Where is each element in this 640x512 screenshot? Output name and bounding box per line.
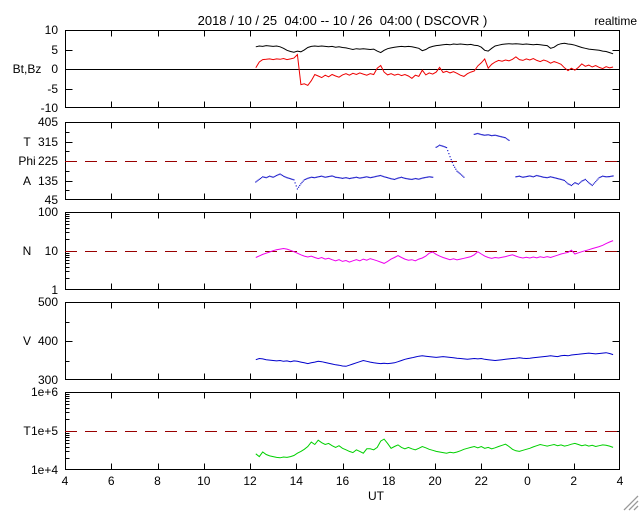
axis-quantity-label: T bbox=[23, 134, 31, 149]
x-axis-title: UT bbox=[368, 489, 384, 503]
y-tick-label: 135 bbox=[37, 173, 58, 188]
axis-quantity-label: T bbox=[23, 424, 31, 438]
x-tick-label: 10 bbox=[197, 474, 211, 488]
t-trace bbox=[255, 438, 614, 459]
x-tick-label: 0 bbox=[524, 474, 531, 488]
axis-quantity-label: A bbox=[22, 173, 31, 188]
panel-density bbox=[65, 212, 620, 290]
x-tick-label: 22 bbox=[474, 474, 488, 488]
x-tick-label: 14 bbox=[289, 474, 303, 488]
density-plot bbox=[65, 212, 620, 290]
realtime-mode-label: realtime bbox=[594, 14, 637, 28]
y-tick-label: 400 bbox=[37, 334, 58, 348]
y-tick-label: 10 bbox=[44, 244, 58, 258]
y-tick-label: 500 bbox=[37, 295, 58, 309]
axis-quantity-label: V bbox=[22, 334, 31, 348]
y-tick-label: 225 bbox=[37, 154, 58, 168]
phi-plot bbox=[65, 122, 620, 200]
y-tick-label: 1e+4 bbox=[30, 463, 58, 477]
panel-temperature bbox=[65, 392, 620, 470]
temperature-plot bbox=[65, 392, 620, 470]
bt-bz-plot bbox=[65, 30, 620, 108]
axes bbox=[65, 302, 620, 380]
x-tick-label: 16 bbox=[335, 474, 350, 488]
y-tick-label: 1 bbox=[51, 283, 58, 297]
x-tick-label: 4 bbox=[61, 474, 69, 488]
y-tick-label: 300 bbox=[37, 373, 58, 387]
y-tick-label: 5 bbox=[51, 42, 58, 57]
resize-grip-icon[interactable] bbox=[621, 493, 639, 511]
x-tick-label: 4 bbox=[616, 474, 624, 488]
y-tick-label: 315 bbox=[37, 134, 58, 149]
resize-grip-lines bbox=[623, 495, 639, 511]
speed-plot bbox=[65, 302, 620, 380]
v-trace bbox=[255, 352, 614, 367]
panel-bt-bz bbox=[65, 30, 620, 108]
y-tick-label: 1e+5 bbox=[30, 424, 58, 438]
phi-trace bbox=[255, 132, 614, 190]
axis-quantity-label: Phi bbox=[18, 154, 36, 168]
x-tick-label: 12 bbox=[243, 474, 257, 488]
x-tick-label: 6 bbox=[107, 474, 115, 488]
axis-quantity-label: Bt,Bz bbox=[12, 62, 42, 76]
y-tick-label: 1e+6 bbox=[30, 385, 58, 399]
y-tick-label: 45 bbox=[44, 193, 58, 207]
y-tick-label: -10 bbox=[40, 101, 58, 115]
plot-title: 2018 / 10 / 25 04:00 -- 10 / 26 04:00 ( … bbox=[197, 13, 488, 28]
axis-quantity-label: N bbox=[22, 244, 32, 258]
panel-speed bbox=[65, 302, 620, 380]
panel-phi bbox=[65, 122, 620, 200]
y-tick-label: 0 bbox=[51, 62, 58, 76]
x-tick-label: 20 bbox=[428, 474, 442, 488]
y-tick-label: 10 bbox=[44, 23, 58, 37]
x-tick-label: 8 bbox=[154, 474, 161, 488]
bt-trace bbox=[255, 42, 614, 55]
y-tick-label: -5 bbox=[47, 81, 58, 96]
y-tick-label: 405 bbox=[37, 115, 58, 129]
x-tick-label: 18 bbox=[382, 474, 396, 488]
y-tick-label: 100 bbox=[37, 205, 58, 219]
bz-trace bbox=[255, 53, 614, 87]
n-trace bbox=[255, 240, 614, 264]
x-tick-label: 2 bbox=[570, 474, 578, 488]
